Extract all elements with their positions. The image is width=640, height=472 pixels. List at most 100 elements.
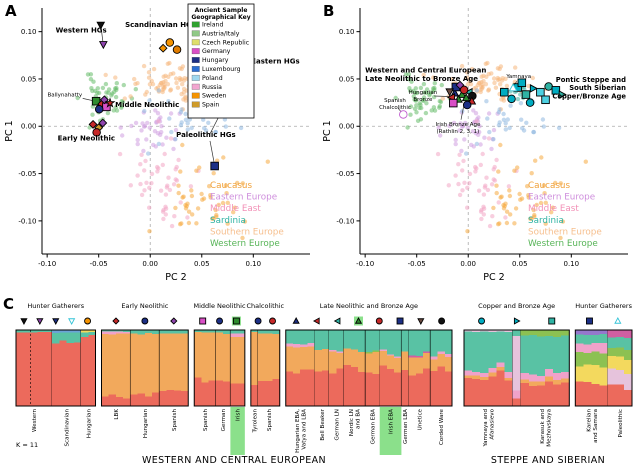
admixture-bar-segment xyxy=(358,351,366,372)
modern-point-western-europe xyxy=(413,90,418,96)
admixture-bar-segment xyxy=(115,333,124,398)
modern-point-eastern-europe xyxy=(486,111,492,116)
modern-point-southern-europe xyxy=(467,78,472,84)
modern-point-western-europe xyxy=(90,88,95,94)
admixture-bar-segment xyxy=(314,330,323,350)
modern-point-middle-east xyxy=(446,183,451,188)
modern-point-middle-east xyxy=(161,216,166,222)
admixture-bar-segment xyxy=(108,331,117,335)
modern-point-western-europe xyxy=(432,108,438,113)
annotation-label: South Siberian xyxy=(569,84,626,92)
admixture-bar-segment xyxy=(307,342,315,347)
modern-point-middle-east xyxy=(149,171,155,177)
admixture-bar-segment xyxy=(520,373,530,380)
modern-point-eastern-europe xyxy=(478,142,483,147)
modern-point-caucasus xyxy=(208,195,213,200)
admixture-bar-segment xyxy=(583,330,592,335)
modern-point-middle-east xyxy=(506,184,512,189)
group-marker-icon xyxy=(417,318,425,325)
modern-point-southern-europe xyxy=(128,94,133,99)
modern-point-southern-europe xyxy=(421,72,426,78)
admixture-bar-segment xyxy=(272,333,281,379)
admixture-bar-segment xyxy=(623,330,633,339)
admixture-bar-segment xyxy=(394,330,402,357)
modern-point-middle-east xyxy=(167,187,173,193)
axis-tick-label: 0.10 xyxy=(564,260,580,268)
modern-point-caucasus xyxy=(221,155,226,160)
admixture-bar-segment xyxy=(575,366,584,382)
modern-point-eastern-europe xyxy=(447,123,452,129)
axis-tick-label: 0.10 xyxy=(339,28,355,36)
modern-point-caucasus xyxy=(529,216,534,221)
modern-point-western-europe xyxy=(424,90,429,96)
modern-point-southern-europe xyxy=(168,71,173,77)
modern-point-middle-east xyxy=(185,215,190,220)
modern-point-caucasus xyxy=(186,209,192,214)
admixture-bar-segment xyxy=(321,370,330,406)
modern-populations xyxy=(393,60,588,241)
modern-point-middle-east xyxy=(178,200,183,205)
modern-point-western-europe xyxy=(428,91,433,96)
modern-point-western-europe xyxy=(411,94,416,99)
group-marker-icon xyxy=(141,317,149,325)
modern-point-southern-europe xyxy=(483,82,489,87)
modern-point-southern-europe xyxy=(149,78,154,84)
modern-point-caucasus xyxy=(214,212,219,218)
admixture-bar-segment xyxy=(194,330,202,332)
admixture-bar-segment xyxy=(545,369,554,377)
modern-point-sardinia xyxy=(518,92,523,97)
modern-point-southern-europe xyxy=(160,87,165,93)
admixture-bar-segment xyxy=(496,330,505,332)
admixture-bar-segment xyxy=(480,376,489,380)
modern-point-eastern-europe xyxy=(457,128,462,133)
annotation-label: Pontic Steppe and xyxy=(556,76,626,84)
modern-point-caucasus xyxy=(550,205,555,210)
modern-point-southern-europe xyxy=(503,76,508,82)
admixture-bar-segment xyxy=(343,348,352,365)
ancient-sample-marker xyxy=(92,128,101,137)
admixture-bar-segment xyxy=(115,331,124,334)
admixture-bar-segment xyxy=(545,381,554,406)
modern-point-middle-east xyxy=(479,216,484,222)
admixture-bar-segment xyxy=(386,354,395,356)
admixture-column-label: Hungarian EBA, xyxy=(295,409,301,453)
admixture-bar-segment xyxy=(336,330,344,352)
modern-point-caucasus xyxy=(539,155,544,160)
admixture-bar-segment xyxy=(350,349,359,368)
modern-point-caucasus xyxy=(189,188,194,193)
modern-point-southern-europe xyxy=(163,73,168,79)
modern-point-southern-europe xyxy=(151,66,157,72)
admixture-bar-segment xyxy=(394,358,402,373)
admixture-bar-segment xyxy=(553,330,562,338)
admixture-bar-segment xyxy=(66,330,75,333)
modern-point-central-blue xyxy=(223,124,228,129)
admixture-bar-segment xyxy=(44,330,53,333)
admixture-bar-segment xyxy=(401,330,409,352)
modern-point-caucasus xyxy=(543,221,548,226)
modern-point-middle-east xyxy=(142,188,147,193)
modern-point-caucasus xyxy=(242,219,248,224)
admixture-bar-segment xyxy=(607,384,617,406)
modern-point-western-europe xyxy=(119,99,125,104)
admixture-bar-segment xyxy=(52,332,60,344)
region-label: Eastern Europe xyxy=(528,193,595,203)
modern-point-middle-east xyxy=(128,183,133,188)
ancient-sample-marker xyxy=(541,95,550,105)
admixture-bar-segment xyxy=(52,330,60,333)
annotation-label: Late Neolithic to Bronze Age xyxy=(365,75,478,83)
modern-point-eastern-europe xyxy=(151,142,156,148)
modern-point-caucasus xyxy=(213,207,218,213)
admixture-bar-segment xyxy=(173,333,182,391)
group-marker-icon xyxy=(375,317,383,325)
admixture-bar-segment xyxy=(444,357,453,372)
axis-tick-label: 0.10 xyxy=(246,260,262,268)
modern-point-western-europe xyxy=(421,81,427,87)
admixture-bar-segment xyxy=(536,385,546,406)
modern-point-middle-east xyxy=(503,215,508,220)
ancient-sample-marker xyxy=(500,87,509,97)
modern-point-western-europe xyxy=(106,90,111,96)
admixture-column-label: Hungarian xyxy=(143,409,149,439)
admixture-bar-segment xyxy=(250,385,259,406)
legend-label: Russia xyxy=(202,84,222,91)
modern-point-middle-east xyxy=(176,157,181,163)
